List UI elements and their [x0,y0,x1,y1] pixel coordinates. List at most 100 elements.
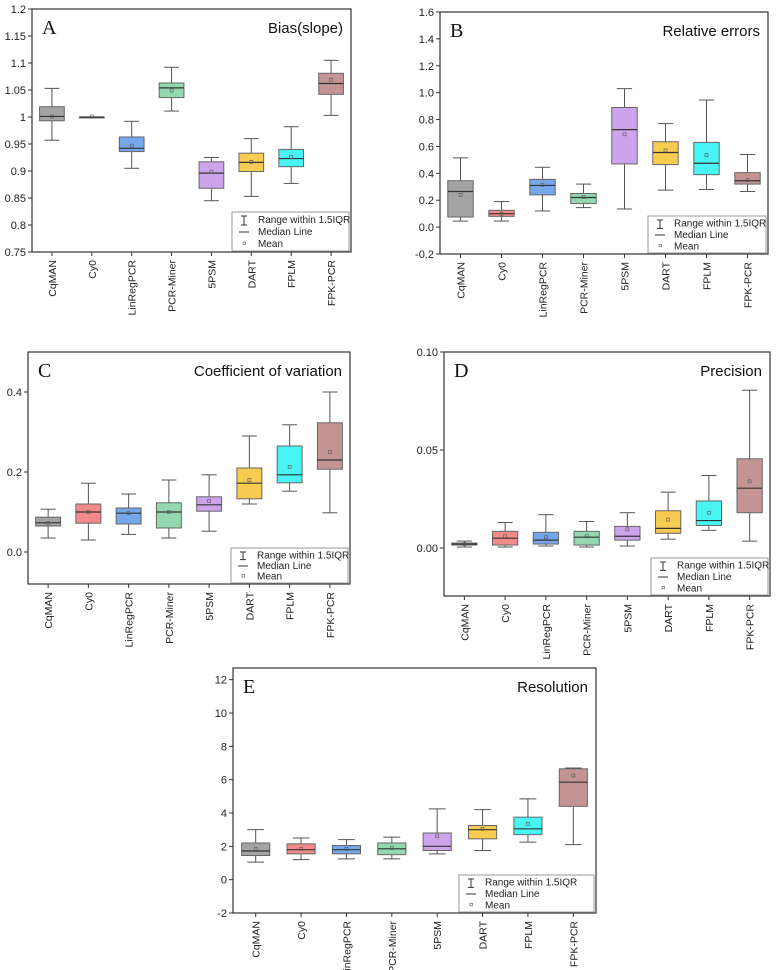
panel-title: Relative errors [662,23,760,40]
mean-marker [46,520,50,525]
panel-letter: A [42,17,57,39]
category-label: PCR-Miner [387,920,399,970]
box-PCR-Miner [377,836,407,860]
legend-box [230,547,349,584]
mean-marker [526,822,530,826]
iqr-box [115,507,142,525]
box-FPK-PCR [558,767,588,846]
box-PCR-Miner [570,183,597,209]
category-label: FPK-PCR [745,604,757,651]
panel-C: 0.0 0.2 0.4 CqMAN Cy0 LinRegPCR PCR-Miner 5PSM D… [7,351,351,647]
y-tick-label: 4 [221,808,227,820]
category-label: FPLM [286,260,298,288]
y-tick-label: 0.0 [419,222,434,234]
mean-marker [90,114,94,119]
box-CqMAN [39,87,65,141]
y-tick-label: 1.05 [5,85,26,97]
legend-box [231,211,350,252]
y-tick-label: 12 [215,675,227,687]
box-DART [652,123,679,191]
mean-marker [299,847,303,851]
iqr-box [35,516,62,527]
mean-marker [253,847,258,851]
range-icon [468,878,474,888]
legend-label: Range within 1.5IQR [258,215,350,226]
box-DART [654,491,682,540]
mean-icon [661,586,665,590]
mean-marker [480,827,485,831]
category-label: PCR-Miner [579,261,591,313]
y-tick-label: 1.0 [419,88,434,100]
mean-marker [745,178,750,182]
box-CqMAN [451,540,478,548]
box-FPK-PCR [318,59,344,116]
category-label: LinRegPCR [538,262,550,318]
iqr-box [558,768,588,807]
mean-marker [540,182,545,187]
category-label: PCR-Miner [164,591,176,643]
category-label: LinRegPCR [541,604,553,660]
mean-icon [469,903,473,907]
mean-marker [584,534,589,539]
mean-marker [503,534,507,539]
iqr-box [447,180,474,218]
box-5PSM [198,157,225,202]
panel-E: -2 0 2 4 6 8 10 12 CqMAN Cy0 LinRegPCR PCR-Miner 5PS… [215,667,597,970]
panel-title: Bias(slope) [268,20,343,37]
y-tick-label: 0.2 [419,195,434,207]
iqr-box [276,445,303,484]
y-tick-label: 10 [215,708,227,720]
panel-letter: D [454,360,468,382]
iqr-box [614,525,641,541]
y-tick-label: 0.05 [417,445,438,457]
mean-marker [581,195,586,199]
category-label: Cy0 [296,921,308,940]
mean-marker [499,211,504,216]
box-CqMAN [241,829,271,863]
mean-marker [571,773,576,778]
mean-marker [287,464,292,469]
box-FPLM [276,424,303,492]
box-FPLM [278,126,305,184]
y-tick-label: 1.2 [11,4,26,16]
plot-frame [31,8,352,253]
category-label: DART [246,259,258,288]
box-FPLM [695,474,723,531]
category-label: FPLM [523,921,535,949]
legend-label: Mean [674,241,699,252]
panel-letter: C [38,360,51,382]
box-Cy0 [488,201,515,222]
box-FPK-PCR [734,154,761,192]
iqr-box [532,531,560,545]
y-tick-label: 1.2 [419,61,434,73]
iqr-box [196,496,223,512]
y-tick-label: 0.2 [7,467,22,479]
category-label: CqMAN [47,260,59,297]
plot-frame [443,351,771,597]
category-label: PCR-Miner [167,259,179,311]
legend-label: Mean [677,583,702,594]
mean-marker [249,160,254,164]
y-tick-label: 2 [221,841,227,853]
category-label: FPK-PCR [326,260,338,307]
iqr-box [529,178,556,196]
panel-title: Precision [700,363,762,380]
legend-label: Median Line [674,230,729,241]
mean-marker [167,510,171,514]
y-tick-label: 0.00 [417,543,438,555]
box-CqMAN [35,508,62,539]
y-tick-label: 1.15 [5,31,26,43]
iqr-box [286,843,316,855]
iqr-box [316,422,343,470]
legend-label: Median Line [485,889,540,900]
range-icon [241,215,247,226]
range-icon [240,551,246,561]
mean-marker [289,155,293,159]
plot-frame [232,667,597,914]
legend-label: Mean [258,239,283,250]
iqr-box [573,530,600,546]
y-tick-label: 6 [221,775,227,787]
